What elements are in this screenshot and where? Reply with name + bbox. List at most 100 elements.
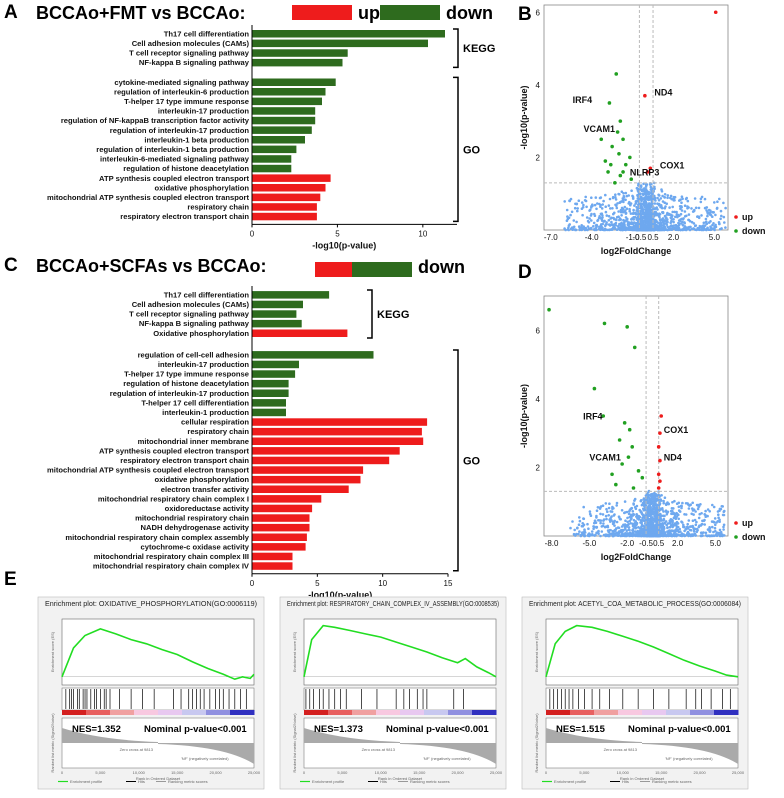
point-ns xyxy=(586,228,589,232)
point-ns xyxy=(637,526,640,529)
point-ns xyxy=(639,534,643,538)
point-ns xyxy=(617,210,620,213)
point-ns xyxy=(707,534,711,538)
point-ns xyxy=(640,531,644,535)
point-ns xyxy=(627,194,630,197)
point-down xyxy=(615,130,620,134)
bar-label: Cell adhesion molecules (CAMs) xyxy=(132,39,250,48)
point-ns xyxy=(679,207,682,211)
point-ns xyxy=(596,202,599,205)
point-ns xyxy=(610,220,613,224)
point-ns xyxy=(688,528,692,532)
point-ns xyxy=(631,195,635,199)
x-tick-label: 20,000 xyxy=(693,770,706,775)
point-ns xyxy=(685,196,688,200)
x-tick-label: -2.0 xyxy=(620,539,634,548)
point-ns xyxy=(643,215,646,219)
point-ns xyxy=(666,526,669,529)
bar-label: electron transfer activity xyxy=(161,485,250,494)
point-ns xyxy=(670,197,673,201)
point-ns xyxy=(615,531,618,534)
point-down xyxy=(603,159,608,163)
rank-color-block xyxy=(546,710,571,715)
point-ns xyxy=(704,509,707,513)
point-ns xyxy=(580,226,583,229)
point-ns xyxy=(595,228,598,231)
point-ns xyxy=(616,534,620,537)
point-ns xyxy=(667,502,670,506)
bar xyxy=(252,475,361,484)
point-ns xyxy=(588,217,591,220)
es-curve xyxy=(61,628,255,681)
point-ns xyxy=(718,227,722,231)
point-ns xyxy=(604,224,607,227)
bar xyxy=(252,58,343,67)
point-ns xyxy=(695,527,699,531)
point-ns xyxy=(633,215,637,219)
point-ns xyxy=(595,225,598,229)
point-ns xyxy=(619,208,623,212)
bar xyxy=(252,291,330,299)
point-ns xyxy=(622,192,625,195)
point-ns xyxy=(620,525,624,528)
bar-label: cytochrome-c oxidase activity xyxy=(141,542,250,551)
point-ns xyxy=(594,521,598,524)
panel-label-c: C xyxy=(4,255,18,276)
point-ns xyxy=(640,219,643,222)
point-ns xyxy=(580,201,584,204)
point-ns xyxy=(655,227,659,230)
point-ns xyxy=(690,220,694,224)
point-ns xyxy=(714,529,717,533)
point-ns xyxy=(654,495,657,499)
point-ns xyxy=(641,192,645,195)
plot-area xyxy=(543,295,729,537)
point-ns xyxy=(670,218,674,221)
point-down xyxy=(620,462,624,466)
point-ns xyxy=(664,216,668,220)
point-ns xyxy=(710,520,714,523)
point-ns xyxy=(718,518,721,522)
point-ns xyxy=(665,523,668,527)
legend-a-up-swatch xyxy=(292,5,352,20)
point-ns xyxy=(640,503,644,507)
point-ns xyxy=(666,220,669,224)
point-down xyxy=(617,438,622,442)
point-ns xyxy=(647,509,650,513)
bar xyxy=(252,456,390,465)
point-ns xyxy=(565,208,569,212)
point-ns xyxy=(708,530,712,533)
point-ns xyxy=(663,531,667,534)
point-ns xyxy=(624,198,627,202)
point-ns xyxy=(598,196,602,200)
point-ns xyxy=(690,207,693,210)
rank-color-block xyxy=(86,710,111,715)
point-ns xyxy=(631,524,635,527)
point-ns xyxy=(609,510,612,513)
point-ns xyxy=(666,194,670,197)
point-ns xyxy=(626,217,629,221)
point-ns xyxy=(639,192,642,196)
point-ns xyxy=(644,224,647,227)
point-ns xyxy=(657,203,661,207)
point-ns xyxy=(666,225,669,229)
point-down xyxy=(613,181,617,185)
bar-label: respiratory electron transport chain xyxy=(120,212,249,221)
point-ns xyxy=(718,197,721,201)
point-ns xyxy=(602,228,606,232)
bar xyxy=(252,370,296,378)
x-axis-label: Rank in Ordered Dataset xyxy=(378,776,423,781)
neg-corr-label: 'NF' (negatively correlated) xyxy=(423,756,471,761)
point-ns xyxy=(592,225,595,228)
point-ns xyxy=(591,533,594,537)
point-ns xyxy=(719,530,723,534)
bar-label: mitochondrial respiratory chain complex … xyxy=(98,494,249,503)
point-ns xyxy=(697,206,701,210)
y-tick-label: 2 xyxy=(536,153,541,162)
point-ns xyxy=(605,214,609,217)
metric-y-label: Ranked list metric (Signal2Noise) xyxy=(50,713,55,773)
point-ns xyxy=(614,198,618,201)
bar xyxy=(252,49,348,57)
point-ns xyxy=(643,508,647,512)
gene-label: ND4 xyxy=(664,453,682,463)
point-ns xyxy=(713,534,716,538)
